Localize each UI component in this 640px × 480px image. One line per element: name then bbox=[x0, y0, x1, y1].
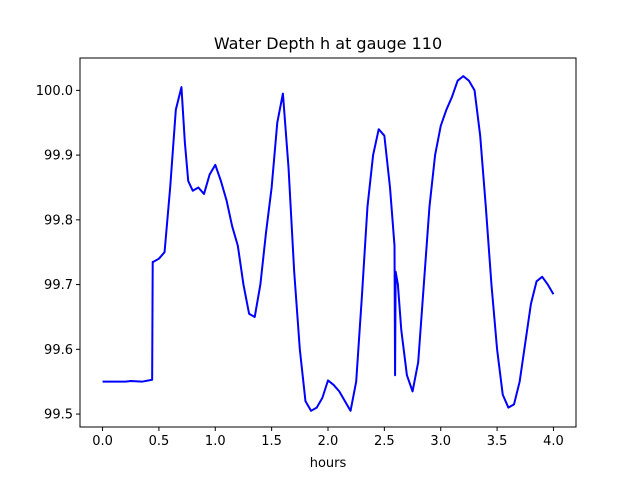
x-axis: 0.0 0.5 1.0 1.5 2.0 2.5 3.0 3.5 4.0 bbox=[92, 427, 564, 449]
x-tick-label: 0.5 bbox=[149, 434, 170, 449]
y-tick-label: 99.9 bbox=[44, 149, 73, 164]
y-tick-label: 100.0 bbox=[36, 84, 73, 99]
series-line-0 bbox=[102, 75, 555, 412]
x-tick-label: 0.0 bbox=[92, 434, 113, 449]
y-tick-label: 99.8 bbox=[44, 213, 73, 228]
x-axis-label: hours bbox=[310, 456, 347, 471]
x-tick-label: 2.5 bbox=[374, 434, 395, 449]
x-tick-label: 4.0 bbox=[543, 434, 564, 449]
plot-area bbox=[102, 75, 555, 412]
plot-frame bbox=[79, 57, 577, 428]
chart-title: Water Depth h at gauge 110 bbox=[214, 34, 442, 53]
y-tick-label: 99.6 bbox=[44, 343, 73, 358]
y-tick-label: 99.5 bbox=[44, 408, 73, 423]
x-tick-label: 3.5 bbox=[487, 434, 508, 449]
y-axis: 99.5 99.6 99.7 99.8 99.9 100.0 bbox=[36, 84, 80, 423]
x-tick-label: 1.5 bbox=[261, 434, 282, 449]
y-tick-label: 99.7 bbox=[44, 278, 73, 293]
x-tick-label: 3.0 bbox=[430, 434, 451, 449]
x-tick-label: 1.0 bbox=[205, 434, 226, 449]
x-tick-label: 2.0 bbox=[318, 434, 339, 449]
